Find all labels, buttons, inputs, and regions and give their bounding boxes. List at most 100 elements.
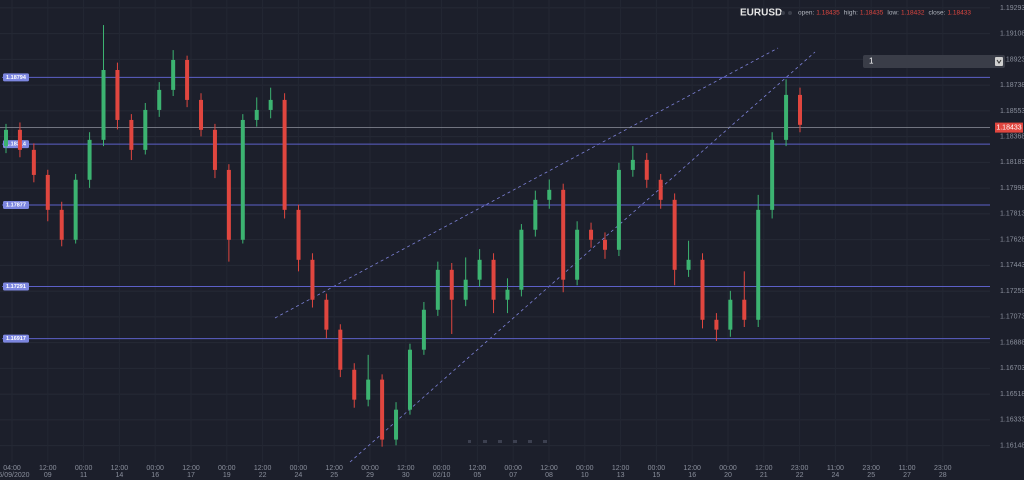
candle-body bbox=[784, 94, 789, 140]
x-tick-date: 13 bbox=[617, 472, 625, 479]
candles bbox=[4, 25, 802, 447]
x-tick-date: 11 bbox=[80, 472, 87, 479]
candle-body bbox=[742, 299, 747, 320]
toolbar-icon[interactable] bbox=[513, 440, 517, 443]
ohlc-value: 1.18432 bbox=[901, 10, 925, 17]
x-tick-date: 16 bbox=[151, 472, 159, 479]
y-tick-label: 1.19293 bbox=[1000, 5, 1024, 12]
candle-body bbox=[115, 69, 120, 120]
toolbar-icon[interactable] bbox=[528, 440, 532, 443]
candle-body bbox=[714, 319, 719, 330]
ohlc-value: 1.18435 bbox=[860, 10, 884, 17]
y-tick-label: 1.16888 bbox=[1000, 339, 1024, 346]
candle-body bbox=[547, 189, 552, 200]
y-tick-label: 1.18738 bbox=[1000, 82, 1024, 89]
y-tick-label: 1.16148 bbox=[1000, 442, 1024, 449]
candle-body bbox=[17, 129, 22, 150]
candle-body bbox=[463, 279, 468, 300]
x-tick-date: 05/09/2020 bbox=[0, 472, 30, 479]
x-tick-time: 11:00 bbox=[899, 465, 916, 472]
candle-body bbox=[533, 199, 538, 230]
candle-body bbox=[73, 179, 78, 240]
candle-body bbox=[686, 259, 691, 270]
toolbar-icon[interactable] bbox=[498, 440, 502, 443]
candle-body bbox=[296, 209, 301, 260]
level-label-box bbox=[3, 282, 29, 291]
x-axis: 04:0005/09/202012:000900:001112:001400:0… bbox=[0, 465, 952, 479]
toolbar-icon[interactable] bbox=[543, 440, 547, 443]
candle-body bbox=[185, 59, 190, 100]
y-axis: 1.19293 1.19108 1.18923 1.18738 1.18553 1.183… bbox=[995, 5, 1024, 449]
candle-body bbox=[268, 99, 273, 110]
candle-body bbox=[282, 99, 287, 210]
candle-body bbox=[394, 409, 399, 440]
interval-input[interactable] bbox=[863, 55, 1005, 68]
x-tick-date: 24 bbox=[832, 472, 840, 479]
candle-body bbox=[254, 109, 259, 120]
candle-body bbox=[199, 99, 204, 130]
candle-body bbox=[700, 259, 705, 320]
candle-body bbox=[59, 209, 64, 240]
trend-line bbox=[349, 51, 816, 463]
candle-body bbox=[602, 239, 607, 250]
ohlc-label: low: bbox=[887, 10, 899, 17]
x-tick-date: 25 bbox=[330, 472, 338, 479]
candle-body bbox=[352, 369, 357, 400]
level-label-box bbox=[3, 73, 29, 82]
candle-body bbox=[575, 229, 580, 280]
candle-body bbox=[324, 299, 329, 330]
y-tick-label: 1.18183 bbox=[1000, 159, 1024, 166]
x-tick-date: 16 bbox=[688, 472, 696, 479]
candle-body bbox=[87, 139, 92, 180]
candle-body bbox=[421, 309, 426, 350]
candle-body bbox=[519, 229, 524, 290]
candle-body bbox=[240, 119, 245, 240]
x-tick-date: 14 bbox=[116, 472, 124, 479]
last-price-box bbox=[995, 122, 1023, 133]
x-tick-time: 00:00 bbox=[433, 465, 451, 472]
x-tick-time: 00:00 bbox=[576, 465, 594, 472]
x-tick-time: 00:00 bbox=[218, 465, 236, 472]
x-tick-time: 00:00 bbox=[504, 465, 522, 472]
candle-body bbox=[449, 269, 454, 300]
interval-value: 1 bbox=[869, 57, 874, 66]
x-tick-date: 19 bbox=[223, 472, 231, 479]
candle-body bbox=[658, 179, 663, 200]
x-tick-time: 12:00 bbox=[254, 465, 272, 472]
y-tick-label: 1.16518 bbox=[1000, 391, 1024, 398]
header-icon bbox=[788, 11, 792, 15]
toolbar-icon[interactable] bbox=[483, 440, 487, 443]
candle-body bbox=[616, 169, 621, 250]
candle-body bbox=[561, 189, 566, 280]
candle-body bbox=[366, 379, 371, 400]
x-tick-date: 25 bbox=[867, 472, 875, 479]
candle-body bbox=[435, 269, 440, 310]
x-tick-date: 10 bbox=[581, 472, 589, 479]
x-tick-time: 12:00 bbox=[39, 465, 57, 472]
x-tick-date: 29 bbox=[366, 472, 374, 479]
candle-body bbox=[728, 299, 733, 330]
dropdown-icon bbox=[996, 59, 1002, 64]
x-tick-date: 22 bbox=[259, 472, 267, 479]
dropdown-button[interactable] bbox=[995, 57, 1003, 66]
ohlc-info: open: 1.18435 high: 1.18435 low: 1.18432 close… bbox=[781, 10, 971, 17]
x-tick-time: 00:00 bbox=[719, 465, 737, 472]
x-tick-time: 00:00 bbox=[290, 465, 308, 472]
header-icon bbox=[781, 11, 785, 15]
x-tick-time: 23:00 bbox=[934, 465, 952, 472]
candle-body bbox=[129, 119, 134, 150]
y-tick-label: 1.16333 bbox=[1000, 417, 1024, 424]
y-tick-label: 1.19108 bbox=[1000, 31, 1024, 38]
x-tick-time: 00:00 bbox=[648, 465, 666, 472]
level-label: 1.16917 bbox=[6, 336, 26, 342]
y-tick-label: 1.18553 bbox=[1000, 108, 1024, 115]
ohlc-label: high: bbox=[844, 10, 858, 17]
candle-body bbox=[171, 59, 176, 90]
x-tick-time: 23:00 bbox=[791, 465, 809, 472]
x-tick-time: 12:00 bbox=[182, 465, 200, 472]
y-tick-label: 1.17998 bbox=[1000, 185, 1024, 192]
x-tick-date: 09 bbox=[44, 472, 52, 479]
toolbar-icon[interactable] bbox=[468, 440, 471, 443]
x-tick-date: 07 bbox=[509, 472, 517, 479]
